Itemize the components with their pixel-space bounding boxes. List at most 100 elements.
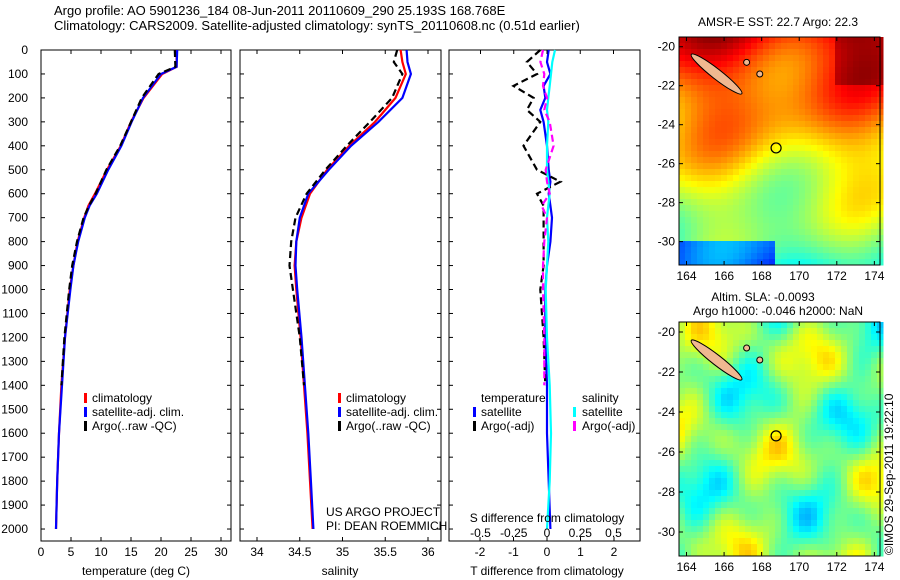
map-cell (787, 169, 794, 176)
map-cell (727, 394, 734, 401)
map-cell (841, 472, 848, 479)
island-loyalty (743, 58, 751, 66)
map-cell (691, 217, 698, 224)
map-cell (823, 55, 830, 62)
map-cell (811, 61, 818, 68)
map-cell (835, 61, 842, 68)
map-cell (739, 229, 746, 236)
map-cell (751, 193, 758, 200)
map-cell (703, 448, 710, 455)
map-cell (781, 550, 788, 557)
map-cell (847, 241, 854, 248)
map-cell (805, 103, 812, 110)
map-cell (745, 157, 752, 164)
map-cell (811, 109, 818, 116)
map-cell (811, 472, 818, 479)
map-cell (739, 187, 746, 194)
map-cell (775, 139, 782, 146)
map-cell (757, 538, 764, 545)
map-cell (841, 55, 848, 62)
map-cell (697, 490, 704, 497)
map-cell (727, 175, 734, 182)
map-cell (727, 169, 734, 176)
map-cell (781, 211, 788, 218)
map-cell (721, 205, 728, 212)
map-cell (781, 103, 788, 110)
map-cell (691, 241, 698, 248)
map-cell (721, 91, 728, 98)
map-cell (865, 199, 872, 206)
map-cell (679, 73, 686, 80)
map-cell (823, 364, 830, 371)
map-cell (757, 103, 764, 110)
x-tick-label: -2 (475, 545, 486, 559)
map-cell (769, 406, 776, 413)
map-cell (835, 163, 842, 170)
map-cell (769, 49, 776, 56)
map-cell (727, 400, 734, 407)
map-cell (865, 139, 872, 146)
lon-tick-label: 172 (827, 560, 847, 574)
map-cell (871, 43, 878, 50)
map-cell (727, 205, 734, 212)
map-cell (865, 103, 872, 110)
map-cell (745, 334, 752, 341)
map-cell (847, 151, 854, 158)
map-cell (739, 496, 746, 503)
map-cell (865, 85, 872, 92)
map-cell (799, 55, 806, 62)
map-cell (757, 514, 764, 521)
map-cell (685, 199, 692, 206)
map-cell (781, 127, 788, 134)
map-cell (745, 91, 752, 98)
map-cell (871, 334, 878, 341)
map-cell (811, 127, 818, 134)
map-cell (835, 259, 842, 266)
map-cell (859, 412, 866, 419)
map-cell (817, 145, 824, 152)
map-cell (703, 412, 710, 419)
map-cell (757, 139, 764, 146)
map-cell (757, 550, 764, 557)
map-cell (847, 490, 854, 497)
map-cell (799, 163, 806, 170)
map-cell (781, 508, 788, 515)
map-cell (871, 496, 878, 503)
map-cell (829, 370, 836, 377)
map-cell (871, 103, 878, 110)
map-cell (787, 49, 794, 56)
map-cell (739, 235, 746, 242)
map-cell (787, 544, 794, 551)
map-cell (847, 73, 854, 80)
map-cell (685, 460, 692, 467)
map-cell (757, 382, 764, 389)
map-cell (775, 241, 782, 248)
map-cell (751, 388, 758, 395)
map-cell (769, 211, 776, 218)
map-cell (781, 169, 788, 176)
map-cell (805, 211, 812, 218)
map-cell (757, 460, 764, 467)
map-cell (829, 472, 836, 479)
map-cell (763, 466, 770, 473)
lat-tick-label: -22 (658, 365, 676, 379)
map-cell (829, 115, 836, 122)
map-cell (757, 253, 764, 260)
map-cell (769, 85, 776, 92)
map-cell (847, 181, 854, 188)
map-cell (757, 490, 764, 497)
lat-tick-label: -28 (658, 196, 676, 210)
map-cell (811, 532, 818, 539)
map-cell (745, 538, 752, 545)
map-cell (745, 43, 752, 50)
map-cell (829, 223, 836, 230)
map-cell (751, 79, 758, 86)
map-cell (793, 460, 800, 467)
map-cell (835, 91, 842, 98)
map-cell (715, 472, 722, 479)
map-cell (835, 121, 842, 128)
map-cell (691, 133, 698, 140)
map-cell (859, 340, 866, 347)
map-cell (751, 169, 758, 176)
map-cell (721, 127, 728, 134)
